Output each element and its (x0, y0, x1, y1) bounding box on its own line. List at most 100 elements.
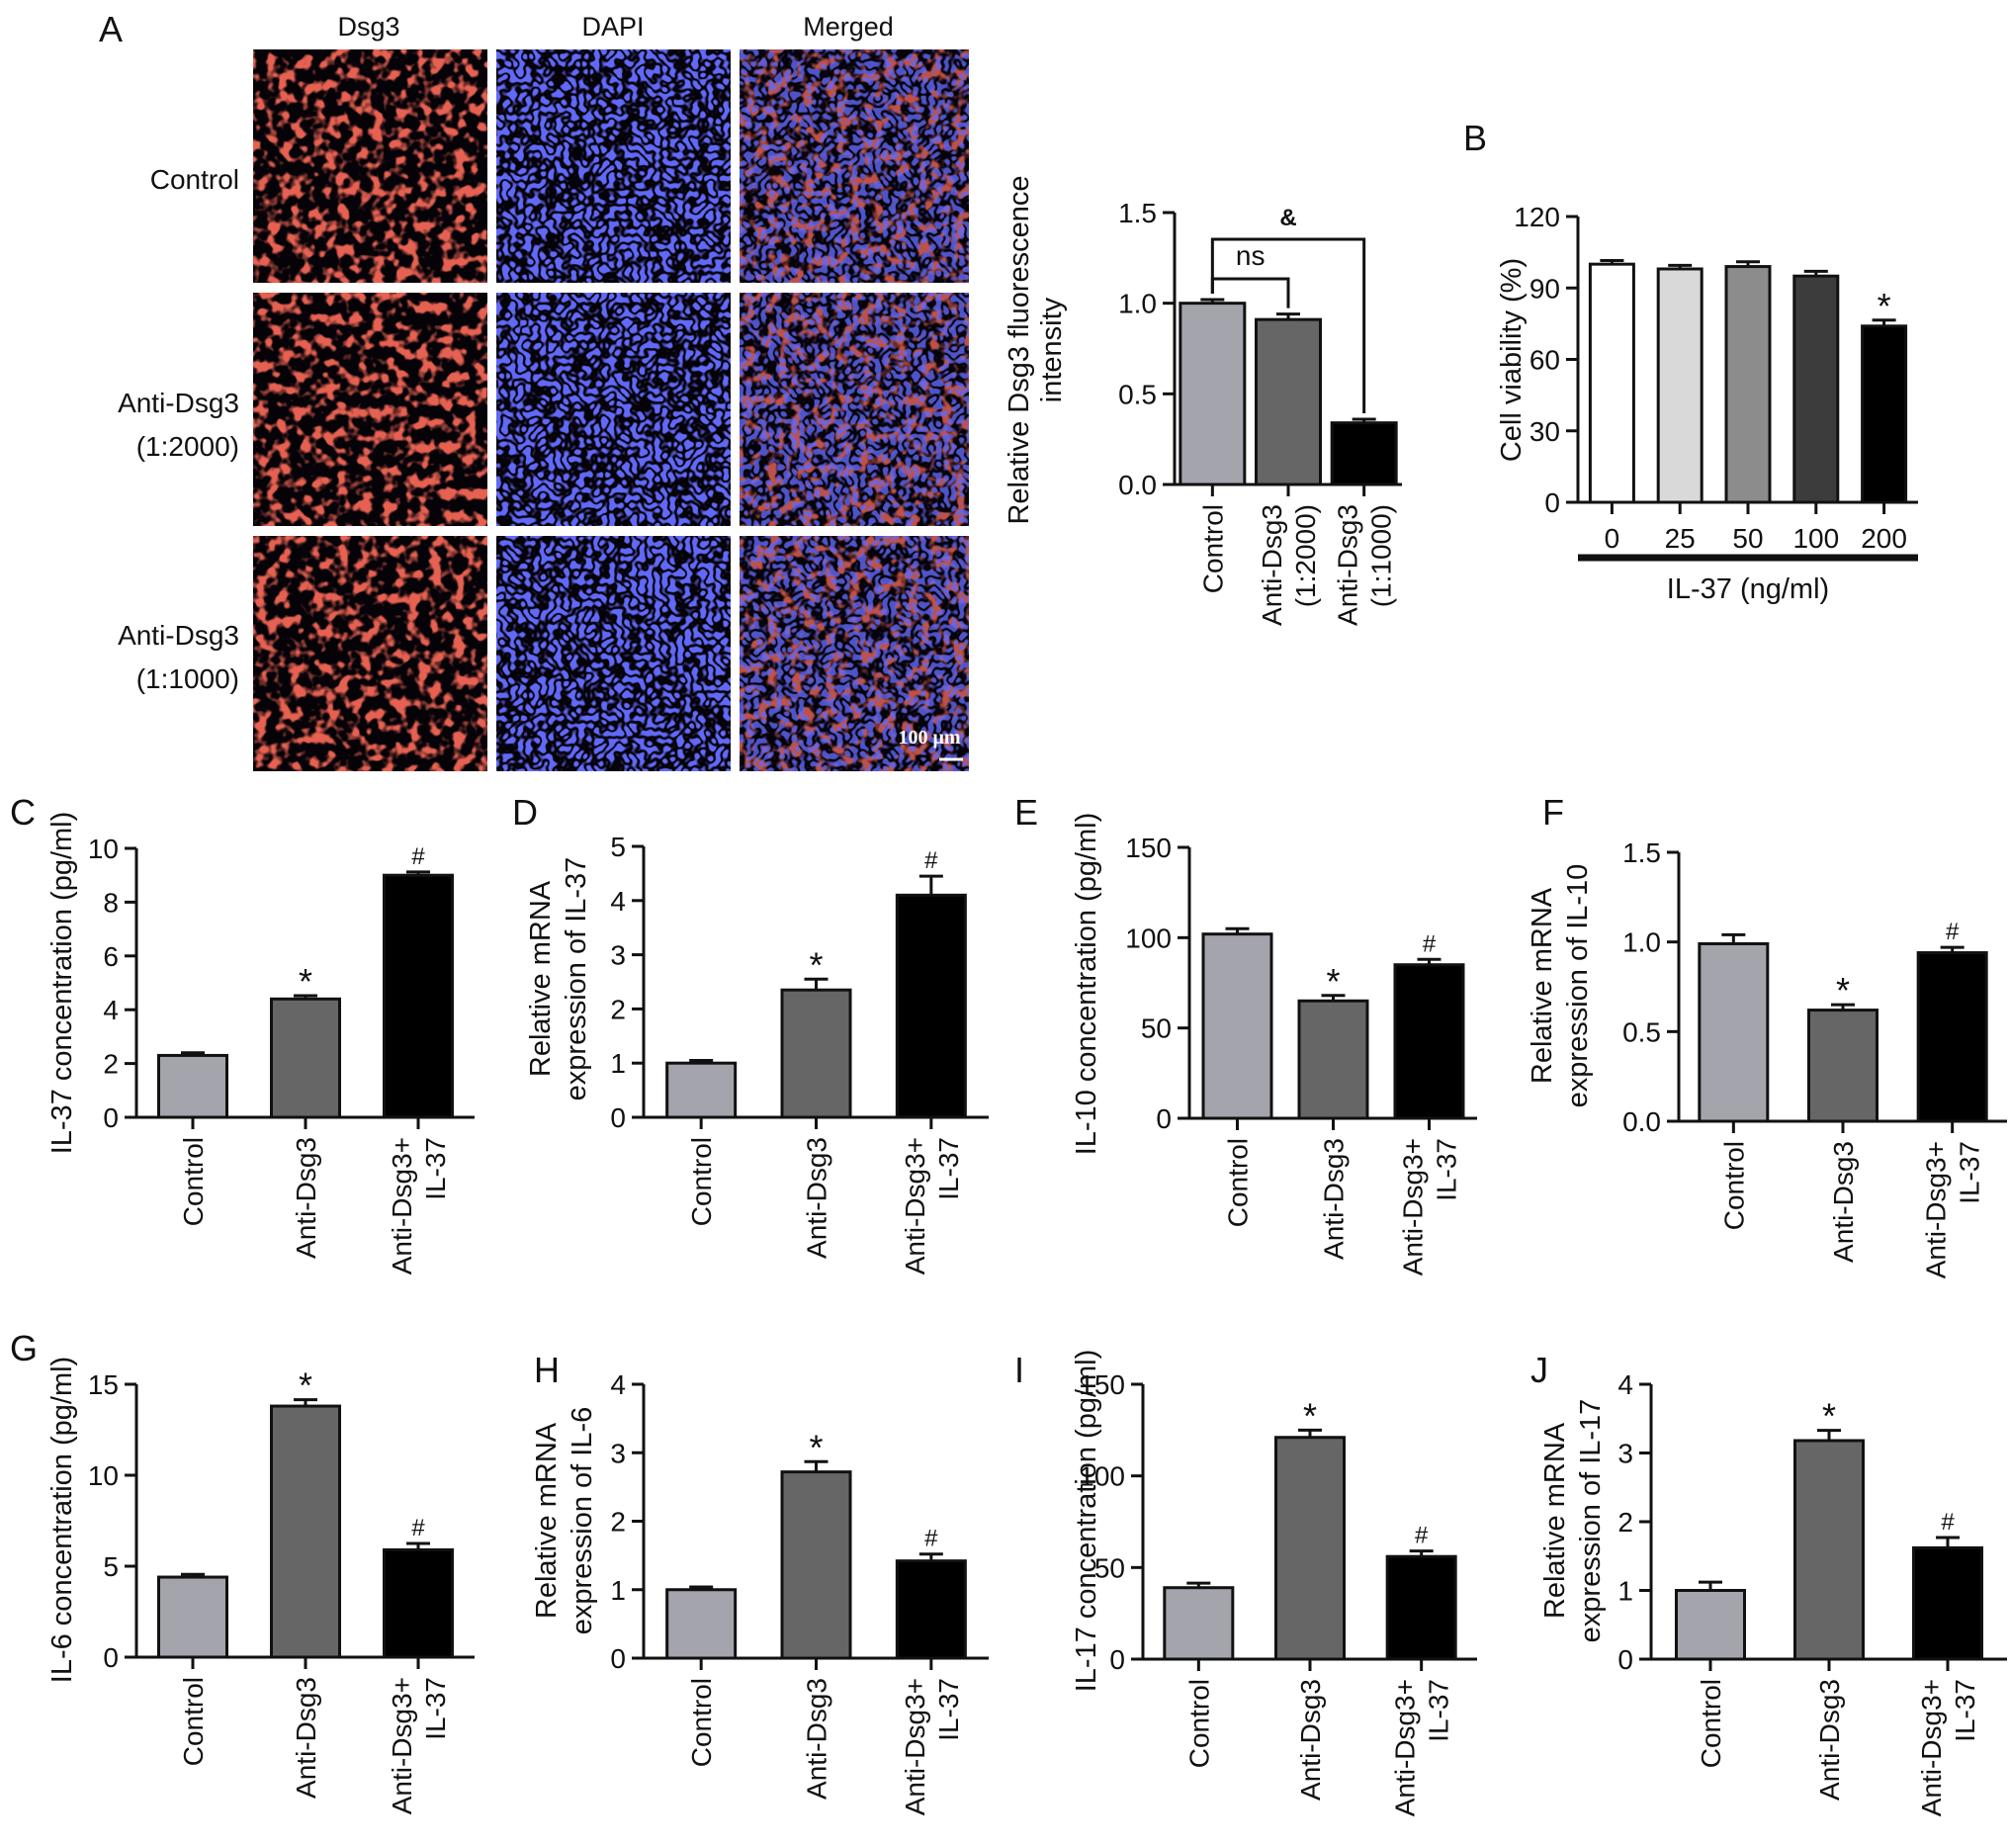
bar (157, 1053, 228, 1119)
y-axis-label: IL-37 concentration (pg/ml) (46, 812, 78, 1155)
significance-star: * (1822, 1396, 1836, 1437)
bar (1861, 324, 1908, 504)
bar (270, 997, 341, 1119)
x-tick-label: 200 (1861, 523, 1907, 554)
chart-G: G 0 5 10 15 IL-6 concentration (pg/ml) Control… (10, 1328, 475, 1814)
dsg3-stain (253, 49, 487, 283)
x-tick-label: IL-37 (420, 1677, 451, 1740)
x-tick-label: IL-37 (933, 1137, 964, 1200)
y-tick-label: 15 (88, 1369, 119, 1400)
y-tick-label: 4 (610, 886, 626, 917)
micrograph-r1-merged (740, 49, 969, 283)
x-tick-label: IL-37 (1955, 1141, 1985, 1204)
dapi-stain (496, 293, 731, 526)
x-tick-label: Anti-Dsg3 (802, 1678, 832, 1800)
y-axis-label: intensity (1036, 297, 1068, 402)
x-tick-label: Control (1197, 504, 1228, 593)
y-tick-label: 30 (1529, 416, 1560, 447)
x-tick-label: Anti-Dsg3 (1295, 1679, 1326, 1801)
x-tick-label: Anti-Dsg3+ (1398, 1138, 1429, 1276)
y-tick-label: 0 (610, 1643, 626, 1674)
bar (1179, 302, 1247, 486)
x-tick-label: Anti-Dsg3+ (1921, 1141, 1952, 1278)
micro-column-label-dapi: DAPI (581, 12, 644, 42)
y-tick-label: 2 (1617, 1507, 1633, 1538)
y-tick-label: 0.5 (1622, 1016, 1661, 1047)
y-tick-label: 4 (610, 1369, 626, 1400)
dsg3-stain (253, 293, 487, 526)
x-tick-label: Anti-Dsg3+ (387, 1677, 417, 1814)
x-tick-label: IL-37 (1432, 1138, 1462, 1201)
x-tick-label: Control (178, 1677, 209, 1766)
y-tick-label: 2 (610, 994, 626, 1024)
y-axis-label: Relative mRNA (1539, 1422, 1571, 1619)
y-tick-label: 3 (610, 940, 626, 971)
y-tick-label: 6 (103, 941, 119, 972)
y-axis-label: Relative mRNA (525, 880, 557, 1077)
bar (1393, 963, 1465, 1120)
y-tick-label: 0.0 (1622, 1106, 1661, 1137)
x-tick-label: Control (1183, 1679, 1214, 1768)
chart-D: D 0 1 2 3 4 5 Relative mRNA expression of IL-37 C… (512, 792, 989, 1275)
chart-A-quant: 0.0 0.5 1.0 1.5 Relative Dsg3 fluorescence in… (1004, 175, 1402, 626)
bar (1698, 941, 1770, 1123)
bar (270, 1404, 341, 1659)
bar (1297, 999, 1369, 1120)
chart-E: E 0 50 100 150 IL-10 concentration (pg/ml) Con… (1014, 792, 1477, 1276)
bar (157, 1575, 228, 1659)
y-tick-label: 1.0 (1118, 289, 1157, 319)
significance-star: * (1303, 1395, 1317, 1436)
micro-row-label-anti-dsg3-2000-line1: Anti-Dsg3 (118, 388, 239, 418)
bar (383, 873, 454, 1119)
bar (1912, 1545, 1983, 1661)
dapi-stain (496, 536, 731, 771)
micrograph-r1-dapi (496, 49, 731, 283)
y-tick-label: 0 (103, 1642, 119, 1673)
x-tick-label: IL-37 (1950, 1679, 1980, 1742)
y-tick-label: 4 (1617, 1369, 1633, 1400)
significance-hash: # (1946, 919, 1960, 945)
bar (1807, 1009, 1878, 1123)
x-tick-label: Anti-Dsg3 (291, 1677, 321, 1799)
panel-letter-G: G (10, 1328, 38, 1368)
y-tick-label: 0.0 (1118, 470, 1157, 500)
panel-letter-F: F (1542, 792, 1564, 833)
bar (1385, 1554, 1457, 1661)
y-axis-label: Cell viability (%) (1496, 258, 1528, 462)
y-tick-label: 1.5 (1622, 837, 1661, 868)
y-tick-label: 0 (1156, 1103, 1172, 1134)
y-tick-label: 60 (1529, 345, 1560, 376)
x-tick-label: 25 (1665, 523, 1696, 554)
significance-bracket (1210, 237, 1366, 413)
bar (895, 1559, 967, 1660)
y-tick-label: 120 (1514, 202, 1560, 232)
significance-star: * (809, 1427, 823, 1467)
x-tick-label: Control (1223, 1138, 1254, 1227)
x-tick-label: Anti-Dsg3 (1333, 504, 1363, 626)
micrograph-grid (253, 49, 969, 771)
significance-star: * (1836, 970, 1850, 1011)
y-axis-label: Relative mRNA (531, 1422, 563, 1619)
y-tick-label: 5 (103, 1551, 119, 1582)
bar (1793, 1439, 1865, 1661)
bar (665, 1061, 738, 1119)
bar (1916, 951, 1988, 1123)
panel-letter-C: C (10, 792, 36, 833)
y-axis-label: Relative mRNA (1527, 887, 1558, 1084)
dapi-stain (740, 536, 969, 771)
y-tick-label: 50 (1141, 1013, 1172, 1044)
x-tick-label: (1:2000) (1290, 504, 1321, 607)
x-tick-label: Control (686, 1678, 717, 1767)
panel-letter-D: D (512, 792, 538, 833)
dapi-stain (496, 49, 731, 283)
y-tick-label: 50 (1094, 1552, 1125, 1583)
micro-row-label-control: Control (150, 164, 239, 195)
bar (665, 1588, 738, 1660)
bar (1255, 317, 1322, 486)
significance-hash: # (924, 1526, 938, 1552)
micrograph-r2-dapi (496, 293, 731, 526)
bar (1274, 1436, 1346, 1661)
y-axis-label: expression of IL-10 (1562, 864, 1594, 1108)
bar (1330, 421, 1398, 486)
panel-letter-E: E (1014, 792, 1038, 833)
